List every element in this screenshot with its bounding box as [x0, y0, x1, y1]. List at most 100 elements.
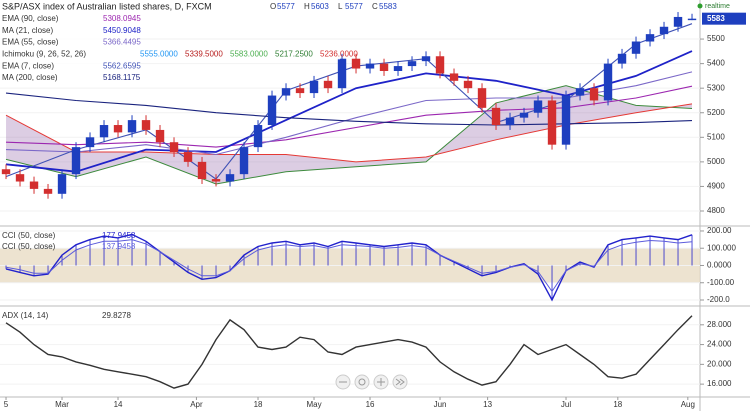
candle-body — [43, 188, 53, 194]
x-tick-label: Apr — [190, 400, 203, 409]
indicator-line — [5, 92, 693, 126]
y-tick-label: 5400 — [707, 59, 725, 68]
candle-body — [365, 63, 375, 69]
candle-body — [407, 61, 417, 67]
candle-body — [295, 88, 305, 94]
legend-name: MA (200, close) — [2, 73, 58, 82]
candle-body — [337, 58, 347, 89]
candle-body — [239, 147, 249, 175]
candle-body — [15, 174, 25, 182]
candle-body — [379, 63, 389, 71]
x-tick-label: Jul — [561, 400, 571, 409]
y-tick-label: -200.0 — [707, 295, 730, 304]
legend-name: MA (21, close) — [2, 26, 53, 35]
candle-body — [687, 18, 697, 21]
ohlc-label: C — [372, 2, 378, 11]
legend-value: 5339.5000 — [185, 50, 223, 59]
candle-body — [127, 120, 137, 133]
y-tick-label: 24.000 — [707, 340, 732, 349]
legend-name: CCI (50, close) — [2, 231, 56, 240]
indicator-line — [5, 50, 693, 173]
y-tick-label: 4900 — [707, 182, 725, 191]
candle-body — [253, 125, 263, 148]
legend-background — [0, 25, 140, 36]
legend-value: 5583.0000 — [230, 50, 268, 59]
candle-body — [323, 80, 333, 89]
x-tick-label: May — [306, 400, 321, 409]
candle-body — [85, 137, 95, 148]
reset-button[interactable] — [354, 374, 370, 390]
x-tick-label: 18 — [613, 400, 622, 409]
y-tick-label: 0.0000 — [707, 261, 732, 270]
legend-name: EMA (90, close) — [2, 14, 59, 23]
candle-body — [491, 107, 501, 126]
legend-background — [0, 14, 140, 24]
candle-body — [113, 125, 123, 133]
candle-body — [659, 26, 669, 35]
x-tick-label: Mar — [55, 400, 69, 409]
legend-value: 5450.9048 — [103, 26, 141, 35]
y-tick-label: 5000 — [707, 157, 725, 166]
x-tick-label: 16 — [366, 400, 375, 409]
ohlc-label: L — [338, 2, 343, 11]
legend-value: 177.9458 — [102, 231, 136, 240]
legend-name: Ichimoku (9, 26, 52, 26) — [2, 50, 86, 59]
candle-body — [1, 169, 11, 175]
legend-name: CCI (50, close) — [2, 242, 56, 251]
candle-body — [211, 179, 221, 182]
candle-body — [617, 53, 627, 64]
indicator-line — [5, 71, 693, 156]
candle-body — [267, 95, 277, 126]
legend-value: 5555.0000 — [140, 50, 178, 59]
candle-body — [225, 174, 235, 182]
candle-body — [309, 80, 319, 94]
candle-body — [673, 16, 683, 27]
price-label: 5583 — [707, 14, 725, 23]
candle-body — [519, 112, 529, 118]
x-tick-label: Jun — [434, 400, 447, 409]
y-tick-label: 5300 — [707, 83, 725, 92]
indicator-line — [5, 85, 693, 148]
candle-body — [183, 152, 193, 162]
indicator-line — [5, 315, 693, 389]
candle-body — [169, 142, 179, 153]
y-tick-label: 28.000 — [707, 320, 732, 329]
legend-background — [0, 61, 140, 72]
candle-body — [197, 161, 207, 180]
x-tick-label: Aug — [681, 400, 695, 409]
candle-body — [463, 80, 473, 89]
y-tick-label: 5100 — [707, 132, 725, 141]
ichimoku-span-b — [5, 103, 693, 163]
ohlc-value: 5577 — [277, 2, 295, 11]
legend-background — [0, 73, 140, 83]
x-tick-label: 14 — [114, 400, 123, 409]
candle-body — [547, 100, 557, 145]
y-tick-label: 4800 — [707, 206, 725, 215]
y-tick-label: 5200 — [707, 108, 725, 117]
candle-body — [141, 120, 151, 130]
candle-body — [155, 129, 165, 143]
candle-body — [645, 34, 655, 42]
y-tick-label: 100.000 — [707, 243, 736, 252]
candle-body — [393, 66, 403, 71]
candle-body — [435, 56, 445, 74]
y-tick-label: 200.00 — [707, 226, 732, 235]
ichimoku-span-a — [5, 85, 693, 185]
candle-body — [603, 63, 613, 101]
y-tick-label: 16.000 — [707, 379, 732, 388]
ichimoku-cloud — [6, 85, 693, 184]
ohlc-label: O — [270, 2, 276, 11]
candle-body — [281, 88, 291, 96]
indicator-line — [5, 239, 693, 293]
candle-body — [351, 58, 361, 69]
realtime-dot — [697, 3, 703, 9]
candle-body — [57, 174, 67, 194]
realtime-label: realtime — [705, 3, 730, 10]
price-label-box — [702, 12, 746, 25]
ohlc-value: 5603 — [311, 2, 329, 11]
chart-title: S&P/ASX index of Australian listed share… — [2, 1, 212, 11]
navigation-buttons — [335, 374, 408, 390]
indicator-line — [5, 233, 693, 302]
candle-body — [505, 117, 515, 126]
